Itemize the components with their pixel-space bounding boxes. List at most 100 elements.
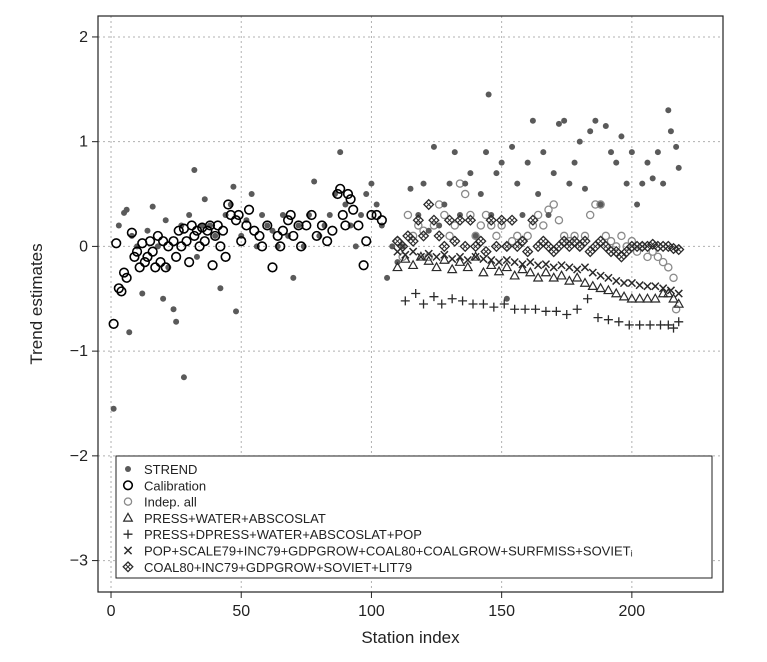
data-point (366, 209, 377, 221)
data-point (186, 211, 193, 218)
data-point (483, 149, 490, 156)
data-point (509, 269, 520, 280)
data-point (498, 159, 505, 166)
data-point (523, 231, 532, 241)
data-point (248, 191, 255, 198)
data-point (468, 299, 478, 309)
data-point (648, 247, 657, 256)
data-point (144, 227, 151, 234)
data-point (144, 236, 156, 247)
data-point (533, 210, 543, 220)
series-group (400, 289, 684, 333)
data-point (142, 251, 153, 262)
data-point (575, 242, 585, 251)
legend-label: STREND (144, 462, 197, 477)
data-point (606, 236, 616, 246)
data-point (564, 275, 575, 285)
data-point (116, 286, 127, 297)
data-point (160, 295, 167, 302)
data-point (342, 188, 354, 200)
data-point (171, 251, 182, 262)
diamond-cross (462, 243, 468, 250)
data-point (223, 199, 234, 210)
data-point (428, 214, 440, 226)
data-point (467, 170, 474, 177)
diamond-cross (446, 217, 453, 223)
data-point (626, 293, 638, 303)
data-point (487, 255, 496, 265)
diamond-outline (423, 198, 435, 211)
data-point (162, 217, 169, 224)
data-point (407, 185, 414, 192)
data-point (215, 241, 226, 252)
data-point (371, 209, 382, 221)
diamond-outline (122, 561, 134, 573)
diamond-cross (498, 217, 505, 223)
data-point (358, 260, 369, 271)
diamond-cross (410, 238, 416, 244)
data-point (301, 220, 312, 231)
data-point (267, 262, 278, 273)
diamond-outline (495, 214, 508, 226)
data-point (643, 282, 652, 291)
data-point (667, 128, 674, 135)
data-point (528, 221, 538, 230)
data-point (510, 304, 520, 314)
data-point (559, 231, 569, 241)
data-point (424, 249, 433, 258)
data-point (654, 149, 661, 156)
data-point (439, 254, 450, 264)
data-point (437, 299, 447, 309)
data-point (535, 191, 542, 198)
data-point (557, 261, 566, 270)
data-point (373, 201, 380, 208)
data-point (272, 230, 283, 242)
data-point (450, 221, 460, 230)
data-point (596, 200, 605, 209)
data-point (332, 188, 343, 200)
data-point (506, 214, 518, 226)
diamond-cross (545, 243, 552, 250)
data-point (517, 263, 528, 274)
data-point (327, 225, 338, 236)
data-point (191, 166, 198, 173)
diamond-outline (490, 240, 503, 253)
diamond-cross (535, 243, 541, 250)
data-point (645, 320, 655, 330)
data-point (285, 209, 296, 221)
data-point (415, 251, 427, 261)
series-group (391, 198, 685, 263)
diamond-cross (530, 217, 536, 223)
data-point (549, 263, 558, 272)
data-point (657, 287, 669, 298)
diamond-cross (592, 243, 599, 250)
data-point (438, 240, 451, 253)
data-point (233, 209, 244, 221)
data-point (581, 185, 588, 192)
data-point (353, 220, 364, 231)
plot-frame (97, 15, 724, 593)
data-point (618, 290, 630, 301)
diamond-outline (516, 235, 529, 247)
data-point (490, 240, 503, 253)
data-point (673, 243, 685, 256)
diamond-cross (561, 238, 567, 244)
data-point (596, 271, 605, 280)
legend-marker (122, 561, 134, 573)
data-point (193, 253, 200, 260)
data-point (412, 214, 425, 226)
data-point (593, 313, 603, 323)
data-point (459, 240, 471, 253)
data-point (275, 241, 286, 252)
data-point (134, 262, 145, 273)
data-point (194, 241, 205, 252)
data-point (494, 257, 504, 267)
data-point (115, 222, 122, 229)
diamond-outline (579, 235, 591, 247)
data-point (460, 189, 470, 199)
data-point (540, 266, 552, 277)
data-point (477, 191, 484, 198)
data-point (419, 299, 429, 309)
data-point (217, 225, 229, 236)
